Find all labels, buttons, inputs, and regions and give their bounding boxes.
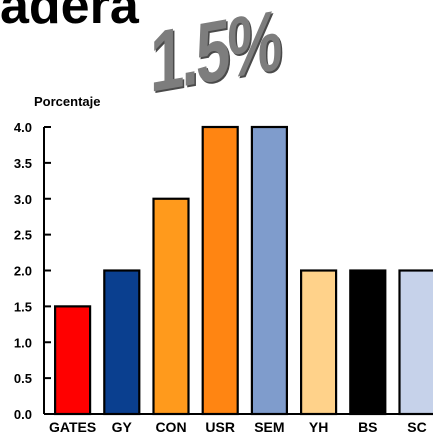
x-tick-label: GY <box>112 419 133 435</box>
x-tick-label: BS <box>358 419 377 435</box>
y-tick-label: 1.0 <box>14 335 32 350</box>
y-tick-label: 0.5 <box>14 371 32 386</box>
x-tick-label: CON <box>155 419 186 435</box>
bar <box>349 269 387 416</box>
x-tick-label: SEM <box>254 419 284 435</box>
bar <box>398 269 433 416</box>
y-tick-label: 2.0 <box>14 264 32 279</box>
y-tick-label: 3.0 <box>14 192 32 207</box>
bar <box>53 305 92 416</box>
header-fragment: adera <box>0 0 139 35</box>
x-tick-label: SC <box>407 419 426 435</box>
y-tick-label: 2.5 <box>14 228 32 243</box>
y-tick-label: 4.0 <box>14 120 32 135</box>
bar <box>250 125 288 416</box>
bar <box>152 197 190 416</box>
bar <box>201 125 239 416</box>
bar <box>300 269 338 416</box>
y-axis-label: Porcentaje <box>34 94 101 109</box>
y-tick-label: 3.5 <box>14 156 32 171</box>
x-tick-label: YH <box>309 419 328 435</box>
bar <box>103 269 141 416</box>
x-tick-label: USR <box>205 419 235 435</box>
y-tick-label: 1.5 <box>14 299 32 314</box>
y-tick-label: 0.0 <box>14 407 32 422</box>
x-tick-label: GATES <box>49 419 96 435</box>
